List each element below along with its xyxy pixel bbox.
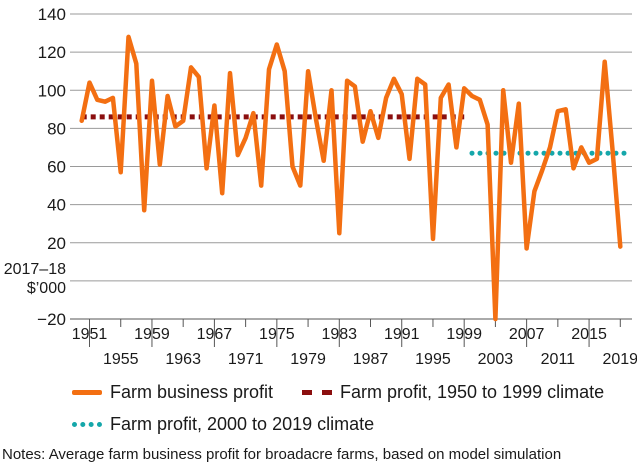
series-line-farm-business-profit: [79, 34, 623, 322]
x-tick-label: 1975: [259, 326, 295, 343]
x-tick-label: 1959: [134, 326, 170, 343]
x-tick-label: 1995: [415, 351, 451, 368]
y-axis-label-line: 2017–18: [4, 261, 66, 278]
x-tick-label: 2007: [509, 326, 545, 343]
x-tick-label: 1955: [103, 351, 139, 368]
y-tick-label: 140: [38, 5, 66, 24]
y-tick-labels: −20 20 40 60 80 100 120 140: [37, 5, 66, 329]
y-axis-label: 2017–18 $’000: [4, 261, 66, 297]
legend-item-1950-1999-climate: Farm profit, 1950 to 1999 climate: [302, 382, 604, 403]
legend-swatch-dotted: [72, 422, 102, 427]
chart-notes: Notes: Average farm business profit for …: [2, 446, 562, 463]
legend-item-2000-2019-climate: Farm profit, 2000 to 2019 climate: [72, 414, 374, 435]
y-tick-label: 100: [38, 81, 66, 100]
y-tick-label: −20: [37, 310, 66, 329]
x-tick-label: 1987: [353, 351, 389, 368]
x-tick-label: 1951: [72, 326, 108, 343]
legend-swatch-dashed: [302, 390, 332, 395]
x-tick-label: 1971: [228, 351, 264, 368]
y-tick-label: 20: [47, 234, 66, 253]
x-tick-label: 1999: [446, 326, 482, 343]
y-tick-label: 80: [47, 119, 66, 138]
x-tick-label: 1967: [197, 326, 233, 343]
x-tick-label: 1979: [290, 351, 326, 368]
x-tick-label: 1983: [321, 326, 357, 343]
legend-label: Farm profit, 2000 to 2019 climate: [110, 414, 375, 434]
x-tick-label: 2019: [602, 351, 637, 368]
y-tick-label: 40: [47, 196, 66, 215]
x-tick-label: 2011: [541, 351, 576, 368]
x-tick-label: 1963: [165, 351, 201, 368]
x-tick-label: 2003: [478, 351, 514, 368]
y-tick-label: 60: [47, 158, 66, 177]
x-tick-labels: 1951 1959 1967 1975 1983 1991 1999 2007 2015 1955…: [72, 326, 637, 368]
legend-item-farm-business-profit: Farm business profit: [72, 382, 273, 403]
series-lines: [79, 34, 631, 322]
legend-swatch-solid: [72, 390, 102, 395]
x-axis: [70, 318, 632, 347]
gridlines: [70, 13, 632, 320]
x-tick-label: 2015: [571, 326, 607, 343]
y-axis-label-line: $’000: [27, 280, 66, 297]
legend-label: Farm business profit: [110, 382, 274, 402]
y-tick-label: 120: [38, 43, 66, 62]
legend-label: Farm profit, 1950 to 1999 climate: [340, 382, 605, 402]
x-tick-label: 1991: [384, 326, 420, 343]
